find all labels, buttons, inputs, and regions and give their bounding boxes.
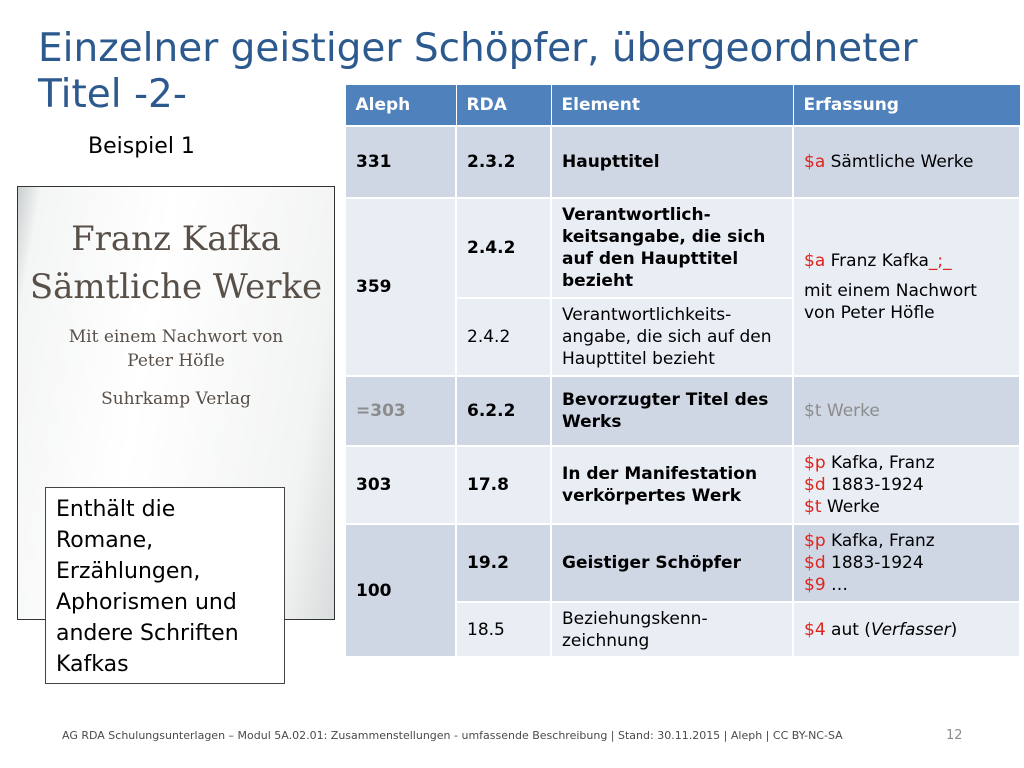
subfield-value: Werke bbox=[821, 497, 880, 517]
subfield-value: Sämtliche Werke bbox=[825, 152, 974, 172]
rda-cell: 2.4.2 bbox=[455, 297, 552, 377]
rda-cell: 17.8 bbox=[455, 445, 552, 525]
element-cell: Beziehungskenn-zeichnung bbox=[550, 601, 794, 658]
subfield-code: $t bbox=[804, 497, 822, 517]
header-erfassung: Erfassung bbox=[792, 84, 1021, 127]
subfield-code: $t bbox=[804, 401, 822, 421]
aleph-cell: 100 bbox=[344, 523, 457, 658]
subfield-code: $a bbox=[804, 251, 826, 271]
subfield-value: … bbox=[825, 575, 849, 595]
subfield-value: Werke bbox=[821, 401, 880, 421]
element-cell: Geistiger Schöpfer bbox=[550, 523, 794, 603]
subfield-code: $a bbox=[804, 152, 826, 172]
element-cell: In der Manifestation verkörpertes Werk bbox=[550, 445, 794, 525]
erfassung-cell: $t Werke bbox=[792, 375, 1021, 447]
header-element: Element bbox=[550, 84, 794, 127]
rda-cell: 19.2 bbox=[455, 523, 552, 603]
subfield-value: Kafka, Franz bbox=[825, 531, 935, 551]
example-label: Beispiel 1 bbox=[88, 134, 195, 159]
cataloging-table: Aleph RDA Element Erfassung 331 2.3.2 Ha… bbox=[344, 84, 1021, 658]
table-row: 100 19.2 Geistiger Schöpfer $p Kafka, Fr… bbox=[344, 523, 1021, 658]
subfield-code: $d bbox=[804, 553, 826, 573]
table-row: 331 2.3.2 Haupttitel $a Sämtliche Werke bbox=[344, 125, 1021, 199]
footer-text: AG RDA Schulungsunterlagen – Modul 5A.02… bbox=[62, 729, 843, 742]
subfield-value: 1883-1924 bbox=[825, 475, 924, 495]
subfield-code: $d bbox=[804, 475, 826, 495]
element-cell: Verantwortlich-keitsangabe, die sich auf… bbox=[550, 197, 794, 299]
aleph-cell: 303 bbox=[344, 445, 457, 525]
rda-cell: 2.3.2 bbox=[455, 125, 552, 199]
erfassung-cell: $a Franz Kafka_;_ mit einem Nachwort von… bbox=[792, 197, 1021, 377]
element-cell: Bevorzugter Titel des Werks bbox=[550, 375, 794, 447]
subfield-code: $p bbox=[804, 531, 826, 551]
subfield-separator: _;_ bbox=[928, 251, 952, 271]
cover-work-title: Sämtliche Werke bbox=[29, 267, 323, 307]
contents-note-box: Enthält die Romane, Erzählungen, Aphoris… bbox=[45, 487, 285, 684]
aleph-cell: 331 bbox=[344, 125, 457, 199]
page-number: 12 bbox=[946, 728, 963, 743]
subfield-code: $4 bbox=[804, 619, 826, 640]
table-row: =303 6.2.2 Bevorzugter Titel des Werks $… bbox=[344, 375, 1021, 447]
table-header-row: Aleph RDA Element Erfassung bbox=[344, 84, 1021, 127]
subfield-value: 1883-1924 bbox=[825, 553, 924, 573]
erfassung-cell: $p Kafka, Franz $d 1883-1924 $t Werke bbox=[792, 445, 1021, 525]
rda-cell: 2.4.2 bbox=[455, 197, 552, 299]
cover-note-line2: Peter Höfle bbox=[127, 351, 225, 371]
erfassung-cell: $4 aut (Verfasser) bbox=[792, 601, 1021, 658]
cover-author: Franz Kafka bbox=[71, 219, 281, 259]
subfield-value: Franz Kafka bbox=[825, 251, 929, 271]
aleph-cell: 359 bbox=[344, 197, 457, 377]
element-cell: Haupttitel bbox=[550, 125, 794, 199]
subfield-value-italic: Verfasser bbox=[870, 619, 951, 640]
subfield-code: $9 bbox=[804, 575, 826, 595]
subfield-value-continued: mit einem Nachwort von Peter Höfle bbox=[804, 281, 977, 323]
table-row: 18.5 Beziehungskenn-zeichnung $4 aut (Ve… bbox=[345, 601, 1021, 658]
rda-cell: 6.2.2 bbox=[455, 375, 552, 447]
rda-cell: 18.5 bbox=[455, 601, 552, 658]
table-row: 2.4.2 Verantwortlichkeits-angabe, die si… bbox=[345, 297, 1020, 377]
cover-note-line1: Mit einem Nachwort von bbox=[68, 327, 284, 347]
aleph-cell: =303 bbox=[344, 375, 457, 447]
subfield-value: Kafka, Franz bbox=[825, 453, 935, 473]
header-rda: RDA bbox=[455, 84, 552, 127]
table-row: 359 2.4.2 Verantwortlich-keitsangabe, di… bbox=[344, 197, 1021, 377]
header-aleph: Aleph bbox=[344, 84, 457, 127]
erfassung-cell: $a Sämtliche Werke bbox=[792, 125, 1021, 199]
subfield-value-end: ) bbox=[950, 619, 958, 640]
erfassung-cell: $p Kafka, Franz $d 1883-1924 $9 … bbox=[792, 523, 1021, 603]
table-row: 303 17.8 In der Manifestation verkörpert… bbox=[344, 445, 1021, 525]
subfield-code: $p bbox=[804, 453, 826, 473]
subfield-value: aut ( bbox=[825, 619, 871, 640]
cover-publisher: Suhrkamp Verlag bbox=[101, 389, 251, 409]
page-title: Einzelner geistiger Schöpfer, übergeordn… bbox=[38, 26, 918, 117]
element-cell: Verantwortlichkeits-angabe, die sich auf… bbox=[550, 297, 794, 377]
